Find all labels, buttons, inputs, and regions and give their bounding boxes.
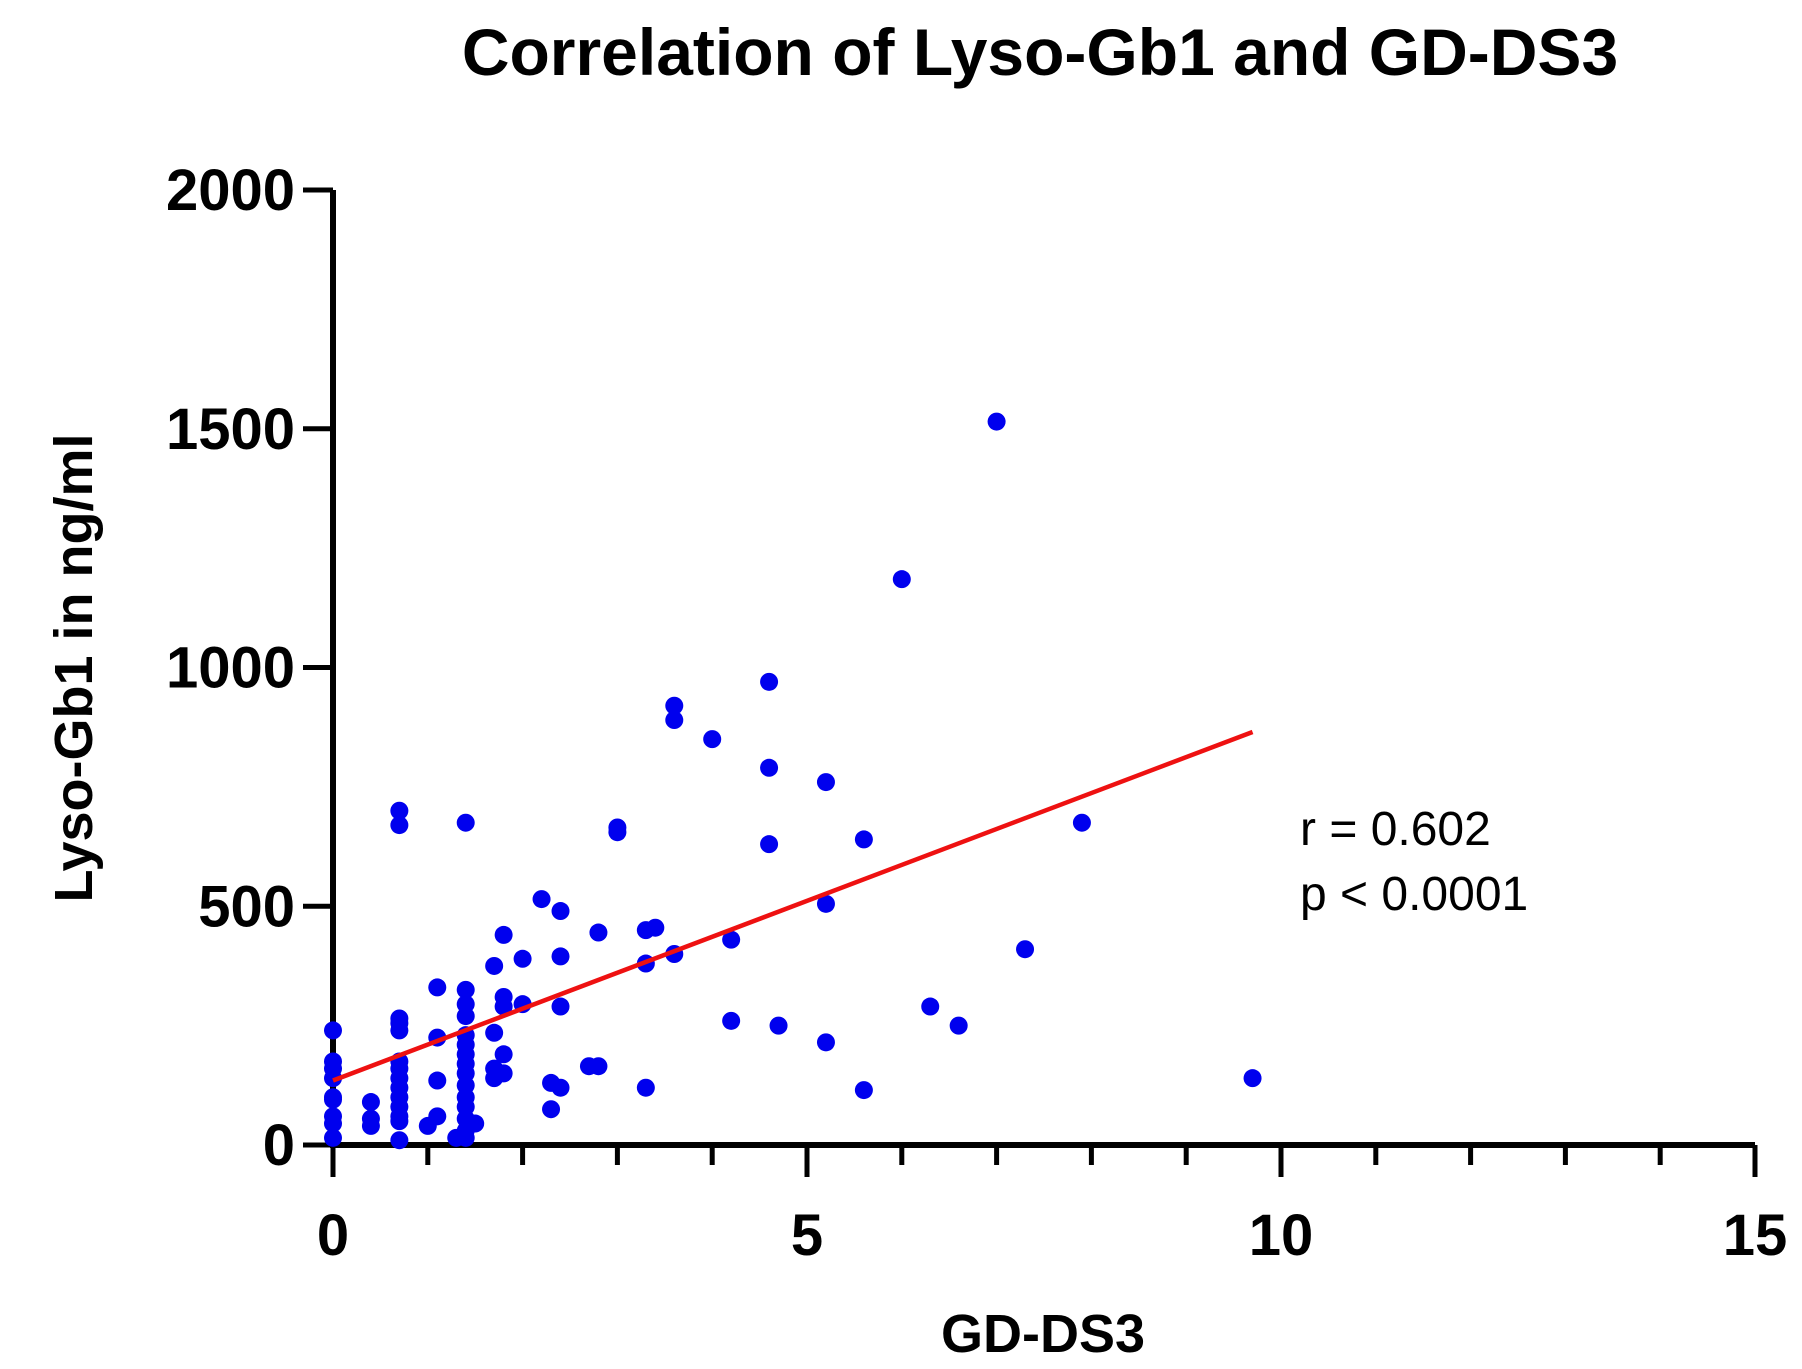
data-point: [921, 997, 940, 1016]
data-point: [816, 1033, 835, 1052]
data-point: [1243, 1069, 1262, 1088]
data-point: [428, 1107, 447, 1126]
data-point: [532, 890, 551, 909]
data-point: [722, 1011, 741, 1030]
data-point: [551, 997, 570, 1016]
data-point: [949, 1016, 968, 1035]
data-point: [703, 730, 722, 749]
data-point: [589, 1057, 608, 1076]
data-point: [361, 1093, 380, 1112]
annotation-p: p < 0.0001: [1300, 868, 1528, 921]
data-point: [456, 980, 475, 999]
data-point: [816, 894, 835, 913]
data-point: [665, 711, 684, 730]
data-point: [646, 918, 665, 937]
y-tick-label: 0: [263, 1113, 295, 1178]
data-point: [608, 823, 627, 842]
data-point: [551, 947, 570, 966]
data-point: [987, 412, 1006, 431]
data-point: [769, 1016, 788, 1035]
data-point: [494, 997, 513, 1016]
data-point: [854, 830, 873, 849]
y-tick-label: 1000: [166, 636, 295, 701]
data-point: [760, 835, 779, 854]
x-ticks: 0 5 10 15: [317, 1145, 1787, 1268]
data-point: [466, 1114, 485, 1133]
data-point: [324, 1090, 342, 1109]
data-point: [494, 925, 513, 944]
data-point: [892, 570, 911, 589]
annotation-r: r = 0.602: [1300, 803, 1491, 856]
data-point: [390, 1112, 409, 1131]
data-point: [816, 773, 835, 792]
data-point: [361, 1116, 380, 1135]
data-point: [324, 1128, 342, 1147]
data-point: [485, 956, 504, 975]
data-point: [428, 1071, 447, 1090]
data-point: [390, 1021, 409, 1040]
data-point: [1072, 813, 1091, 832]
data-point: [456, 813, 475, 832]
data-point: [589, 923, 608, 942]
data-point: [722, 930, 741, 949]
data-point: [324, 1021, 342, 1040]
data-point: [1016, 940, 1035, 959]
data-point: [494, 1064, 513, 1083]
data-point: [324, 1114, 342, 1133]
data-point: [390, 1131, 409, 1150]
data-point: [390, 801, 409, 820]
y-tick-label: 1500: [166, 397, 295, 462]
data-points: [324, 412, 1262, 1150]
data-point: [456, 1128, 475, 1147]
data-point: [485, 1023, 504, 1042]
x-tick-label: 0: [317, 1203, 349, 1268]
data-point: [428, 978, 447, 997]
y-tick-label: 2000: [166, 158, 295, 223]
data-point: [551, 1078, 570, 1097]
x-tick-label: 5: [791, 1203, 823, 1268]
data-point: [542, 1100, 561, 1119]
data-point: [456, 1007, 475, 1026]
data-point: [636, 1078, 655, 1097]
data-point: [494, 1045, 513, 1064]
y-ticks: 0 500 1000 1500 2000: [166, 158, 333, 1178]
data-point: [854, 1081, 873, 1100]
data-point: [390, 816, 409, 835]
data-point: [760, 672, 779, 691]
x-tick-label: 10: [1249, 1203, 1314, 1268]
y-tick-label: 500: [198, 874, 295, 939]
data-point: [513, 949, 532, 968]
data-point: [551, 902, 570, 921]
x-axis-label: GD-DS3: [941, 1304, 1145, 1364]
y-axis-label: Lyso-Gb1 in ng/ml: [44, 433, 104, 902]
chart-title: Correlation of Lyso-Gb1 and GD-DS3: [462, 15, 1618, 89]
data-point: [665, 696, 684, 715]
regression-line: [332, 729, 1254, 1083]
data-point: [760, 758, 779, 777]
x-tick-label: 15: [1723, 1203, 1788, 1268]
